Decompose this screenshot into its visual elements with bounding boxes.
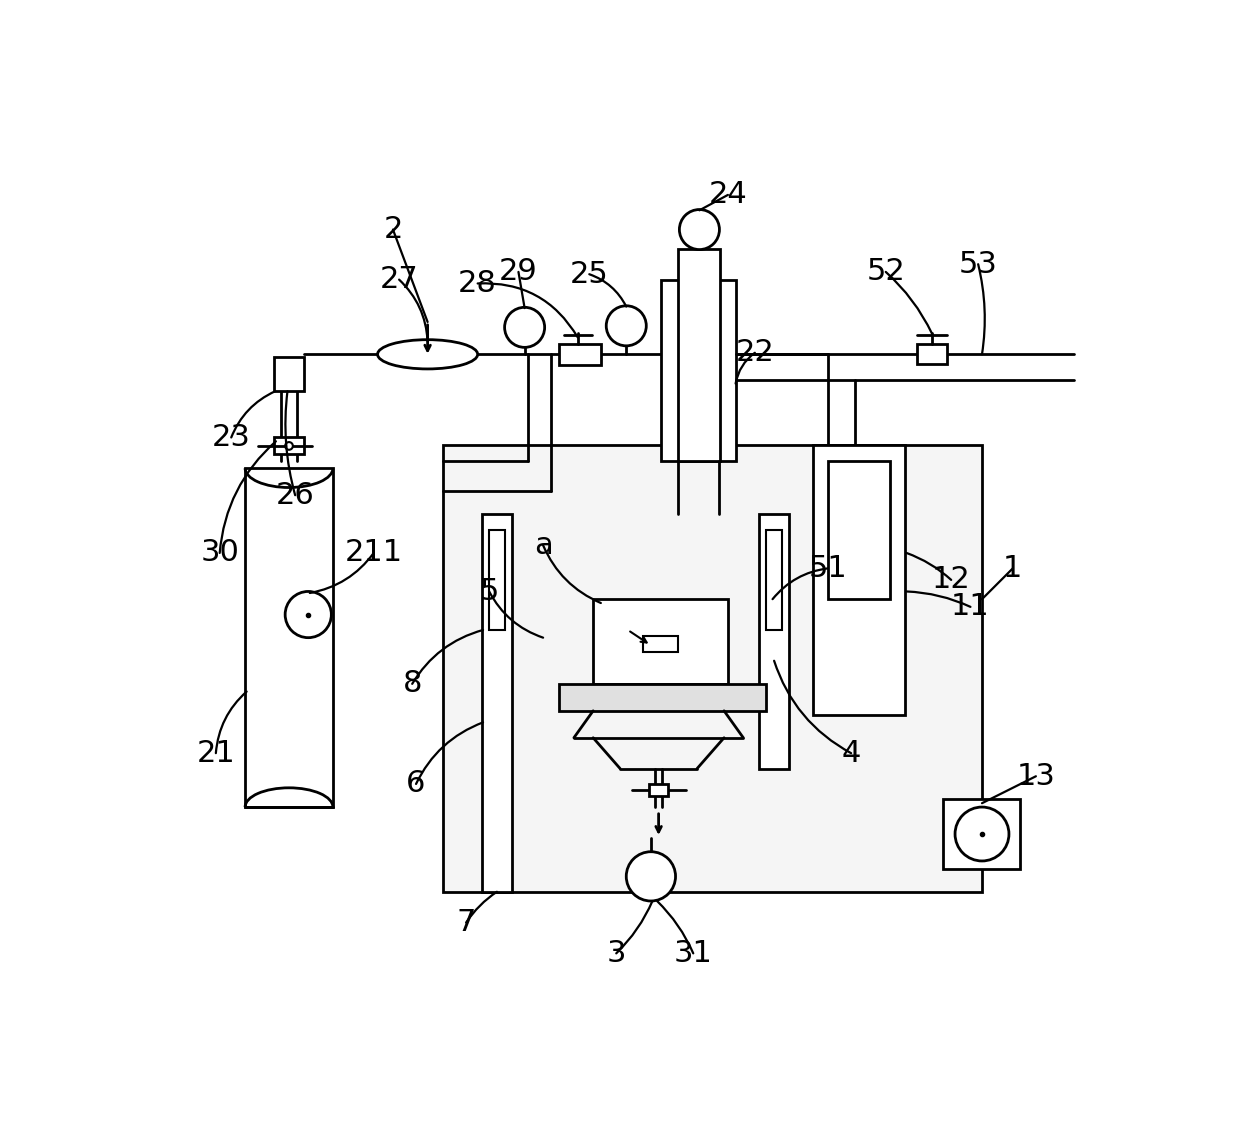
Bar bbox=[490, 530, 505, 630]
Text: 21: 21 bbox=[196, 738, 236, 768]
Text: 12: 12 bbox=[931, 566, 971, 594]
Bar bbox=[828, 461, 889, 599]
Text: a: a bbox=[533, 530, 553, 560]
Text: 3: 3 bbox=[606, 938, 626, 968]
Bar bbox=[944, 799, 1021, 869]
Text: 1: 1 bbox=[1003, 554, 1023, 583]
Bar bbox=[274, 357, 304, 391]
Bar bbox=[481, 514, 512, 892]
Text: 27: 27 bbox=[379, 265, 418, 294]
Bar bbox=[558, 344, 601, 365]
Text: 5: 5 bbox=[480, 577, 498, 606]
Text: 31: 31 bbox=[673, 938, 713, 968]
Bar bbox=[246, 469, 332, 807]
Text: 2: 2 bbox=[383, 215, 403, 245]
Circle shape bbox=[285, 591, 331, 638]
Ellipse shape bbox=[377, 339, 477, 369]
Text: 26: 26 bbox=[275, 481, 315, 510]
Bar bbox=[759, 514, 790, 768]
Circle shape bbox=[606, 306, 646, 346]
Bar bbox=[812, 445, 905, 714]
Bar bbox=[661, 280, 737, 461]
Circle shape bbox=[505, 307, 544, 347]
Bar bbox=[650, 784, 668, 797]
Bar bbox=[274, 438, 304, 455]
Bar bbox=[916, 344, 947, 363]
Text: 52: 52 bbox=[867, 257, 905, 287]
Text: 13: 13 bbox=[1017, 761, 1055, 791]
Text: 51: 51 bbox=[808, 554, 847, 583]
Bar bbox=[766, 530, 781, 630]
Circle shape bbox=[955, 807, 1009, 861]
Text: 22: 22 bbox=[735, 338, 774, 367]
Bar bbox=[593, 599, 728, 684]
Text: 8: 8 bbox=[403, 670, 422, 698]
Text: 28: 28 bbox=[459, 269, 497, 298]
Text: 11: 11 bbox=[951, 592, 990, 622]
Text: 24: 24 bbox=[708, 181, 748, 209]
Text: 29: 29 bbox=[498, 257, 538, 287]
Text: 4: 4 bbox=[842, 738, 861, 768]
Text: 211: 211 bbox=[345, 538, 403, 567]
Bar bbox=[558, 684, 766, 711]
Bar bbox=[443, 445, 982, 892]
Bar bbox=[644, 637, 678, 652]
Text: 53: 53 bbox=[959, 249, 998, 279]
Text: 30: 30 bbox=[201, 538, 239, 567]
Text: 25: 25 bbox=[570, 259, 609, 289]
Bar bbox=[678, 249, 720, 461]
Circle shape bbox=[626, 852, 676, 901]
Text: 23: 23 bbox=[212, 423, 250, 451]
Text: 6: 6 bbox=[407, 769, 425, 799]
Text: 7: 7 bbox=[456, 908, 476, 937]
Circle shape bbox=[285, 442, 293, 450]
Circle shape bbox=[680, 209, 719, 249]
